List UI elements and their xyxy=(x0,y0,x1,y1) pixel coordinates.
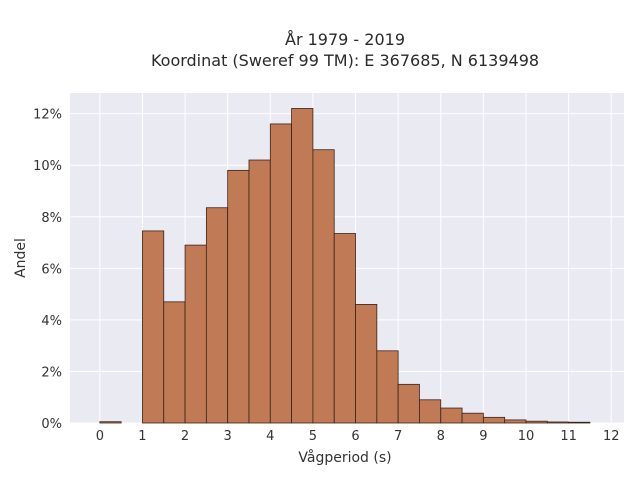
x-tick-label: 2 xyxy=(181,429,189,444)
tick-labels: 0 1 2 3 4 5 6 7 8 9 10 11 120%2%4%6%8%10%12% xyxy=(33,108,619,444)
y-tick-label: 2% xyxy=(41,365,62,380)
y-tick-label: 6% xyxy=(41,262,62,277)
histogram-bar xyxy=(461,412,484,424)
histogram-bar xyxy=(205,207,229,424)
x-tick-label: 8 xyxy=(437,429,445,444)
x-tick-label: 0 xyxy=(96,429,104,444)
x-tick-label: 6 xyxy=(351,429,359,444)
x-axis-label: Vågperiod (s) xyxy=(298,449,391,466)
bars xyxy=(99,108,591,424)
histogram-bar xyxy=(376,350,399,424)
histogram-bar xyxy=(525,420,548,424)
x-tick-label: 1 xyxy=(138,429,146,444)
histogram-bar xyxy=(419,399,442,424)
x-tick-label: 11 xyxy=(560,429,577,444)
y-tick-label: 4% xyxy=(41,314,62,329)
histogram-bar xyxy=(312,149,335,424)
histogram-bar xyxy=(440,407,463,424)
histogram-bar xyxy=(269,123,292,424)
y-tick-label: 12% xyxy=(33,108,62,123)
y-tick-label: 10% xyxy=(33,159,62,174)
histogram-bar xyxy=(184,244,207,424)
y-axis-label: Andel xyxy=(13,238,29,278)
x-tick-label: 10 xyxy=(518,429,535,444)
y-tick-label: 8% xyxy=(41,211,62,226)
x-tick-label: 7 xyxy=(394,429,402,444)
x-tick-label: 3 xyxy=(224,429,232,444)
histogram-bar xyxy=(99,421,122,424)
histogram-bar xyxy=(355,304,378,424)
histogram-bar xyxy=(504,419,527,424)
histogram-bar xyxy=(227,169,250,424)
histogram-bar xyxy=(163,301,186,424)
histogram-bar xyxy=(482,416,506,424)
chart-title-line2: Koordinat (Sweref 99 TM): E 367685, N 61… xyxy=(151,51,539,70)
chart-title-line1: År 1979 - 2019 xyxy=(285,30,405,49)
histogram-bar xyxy=(142,230,165,424)
histogram-bar xyxy=(291,108,314,424)
x-tick-label: 9 xyxy=(479,429,487,444)
histogram-bar xyxy=(546,421,569,424)
histogram-bar xyxy=(248,159,271,424)
x-tick-label: 5 xyxy=(309,429,317,444)
histogram-bar xyxy=(568,421,591,424)
x-tick-label: 4 xyxy=(266,429,274,444)
x-tick-label: 12 xyxy=(603,429,620,444)
histogram-bar xyxy=(333,233,356,424)
histogram-bar xyxy=(397,383,420,424)
y-tick-label: 0% xyxy=(41,417,62,432)
